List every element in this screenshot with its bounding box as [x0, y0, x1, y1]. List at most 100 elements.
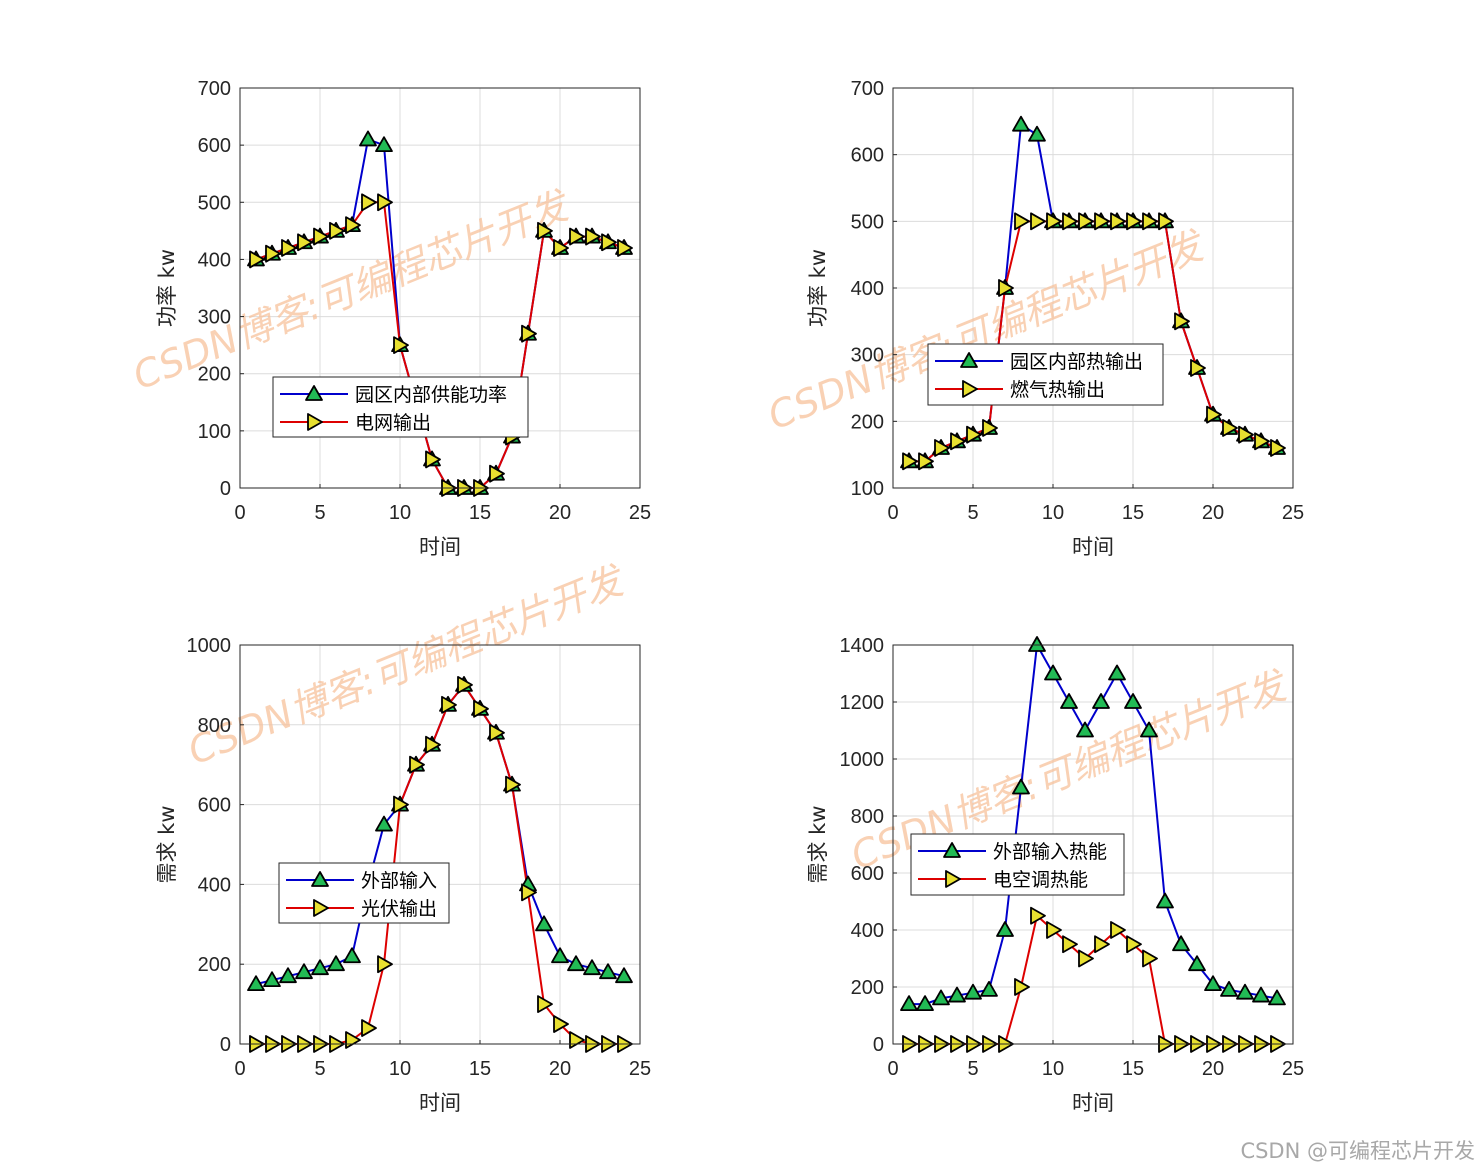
- data-point: [1012, 115, 1030, 132]
- x-tick-label: 10: [389, 1058, 411, 1080]
- data-point: [585, 227, 601, 246]
- y-tick-label: 200: [851, 411, 884, 433]
- y-tick-label: 600: [198, 795, 231, 817]
- data-point: [617, 239, 633, 257]
- y-tick-label: 200: [851, 977, 884, 999]
- x-axis-label: 时间: [419, 535, 461, 559]
- data-point: [1030, 212, 1046, 231]
- data-point: [537, 995, 553, 1013]
- legend-label: 电空调热能: [993, 869, 1088, 891]
- data-point: [327, 955, 345, 972]
- data-point: [441, 695, 457, 714]
- data-point: [1062, 212, 1078, 231]
- data-point: [329, 221, 345, 240]
- data-point: [1110, 212, 1126, 231]
- data-point: [1046, 212, 1062, 231]
- data-point: [1012, 778, 1030, 795]
- data-point: [996, 921, 1014, 937]
- data-point: [313, 899, 329, 917]
- data-point: [1140, 721, 1158, 738]
- data-point: [281, 239, 297, 257]
- data-point: [1078, 949, 1094, 968]
- data-point: [1204, 975, 1222, 992]
- data-point: [537, 221, 553, 240]
- data-point: [1190, 359, 1206, 377]
- data-point: [297, 233, 313, 252]
- series-markers-1: [900, 636, 1286, 1011]
- data-point: [1220, 980, 1238, 997]
- y-tick-label: 600: [851, 145, 884, 167]
- data-point: [249, 250, 265, 269]
- data-point: [1270, 439, 1286, 457]
- y-tick-label: 300: [198, 307, 231, 329]
- y-axis-label: 需求 kw: [155, 805, 179, 883]
- data-point: [1044, 664, 1062, 681]
- y-tick-label: 500: [851, 211, 884, 233]
- data-point: [943, 842, 961, 858]
- data-point: [1094, 212, 1110, 231]
- data-point: [1030, 906, 1046, 925]
- data-point: [932, 989, 950, 1006]
- data-point: [535, 915, 553, 932]
- data-point: [916, 995, 934, 1011]
- y-tick-label: 200: [198, 364, 231, 386]
- data-point: [1014, 978, 1030, 996]
- legend-box: [278, 862, 450, 924]
- axes-box: [892, 644, 1294, 1045]
- data-point: [307, 413, 323, 431]
- data-point: [1238, 425, 1254, 444]
- data-point: [1108, 664, 1126, 681]
- x-tick-label: 25: [1282, 1058, 1304, 1080]
- x-tick-label: 5: [967, 1058, 978, 1080]
- x-tick-label: 20: [549, 1058, 571, 1080]
- y-axis-label: 功率 kw: [806, 249, 830, 327]
- data-point: [1110, 921, 1126, 939]
- data-point: [361, 1019, 377, 1037]
- x-tick-label: 15: [1122, 1058, 1144, 1080]
- data-point: [359, 130, 377, 147]
- y-tick-label: 700: [198, 78, 231, 100]
- x-axis-label: 时间: [419, 1091, 461, 1115]
- x-tick-label: 25: [1282, 502, 1304, 524]
- data-point: [1222, 419, 1238, 437]
- x-tick-label: 20: [549, 502, 571, 524]
- y-tick-label: 1200: [840, 692, 885, 714]
- data-point: [1254, 432, 1270, 451]
- data-point: [1078, 212, 1094, 231]
- y-tick-label: 800: [198, 715, 231, 737]
- data-point: [567, 955, 585, 972]
- data-point: [599, 963, 617, 980]
- x-tick-label: 5: [314, 1058, 325, 1080]
- data-point: [1028, 636, 1046, 652]
- data-point: [950, 432, 966, 451]
- x-tick-label: 0: [234, 1058, 245, 1080]
- y-tick-label: 500: [198, 192, 231, 214]
- x-tick-label: 5: [314, 502, 325, 524]
- y-axis-label: 功率 kw: [155, 249, 179, 327]
- data-point: [945, 870, 961, 888]
- data-point: [1188, 955, 1206, 972]
- data-point: [962, 380, 978, 398]
- x-tick-label: 25: [629, 502, 651, 524]
- x-tick-label: 20: [1202, 502, 1224, 524]
- data-point: [1126, 212, 1142, 231]
- data-point: [1268, 989, 1286, 1006]
- data-point: [918, 452, 934, 471]
- data-point: [1126, 935, 1142, 954]
- x-tick-label: 20: [1202, 1058, 1224, 1080]
- data-point: [375, 815, 393, 832]
- data-point: [313, 227, 329, 246]
- x-tick-label: 5: [967, 502, 978, 524]
- x-axis-label: 时间: [1072, 1091, 1114, 1115]
- x-tick-label: 0: [887, 502, 898, 524]
- y-tick-label: 100: [851, 478, 884, 500]
- y-tick-label: 0: [220, 478, 231, 500]
- series-markers-2: [902, 212, 1286, 471]
- x-tick-label: 15: [1122, 502, 1144, 524]
- data-point: [601, 233, 617, 252]
- y-tick-label: 100: [198, 421, 231, 443]
- data-point: [279, 967, 297, 984]
